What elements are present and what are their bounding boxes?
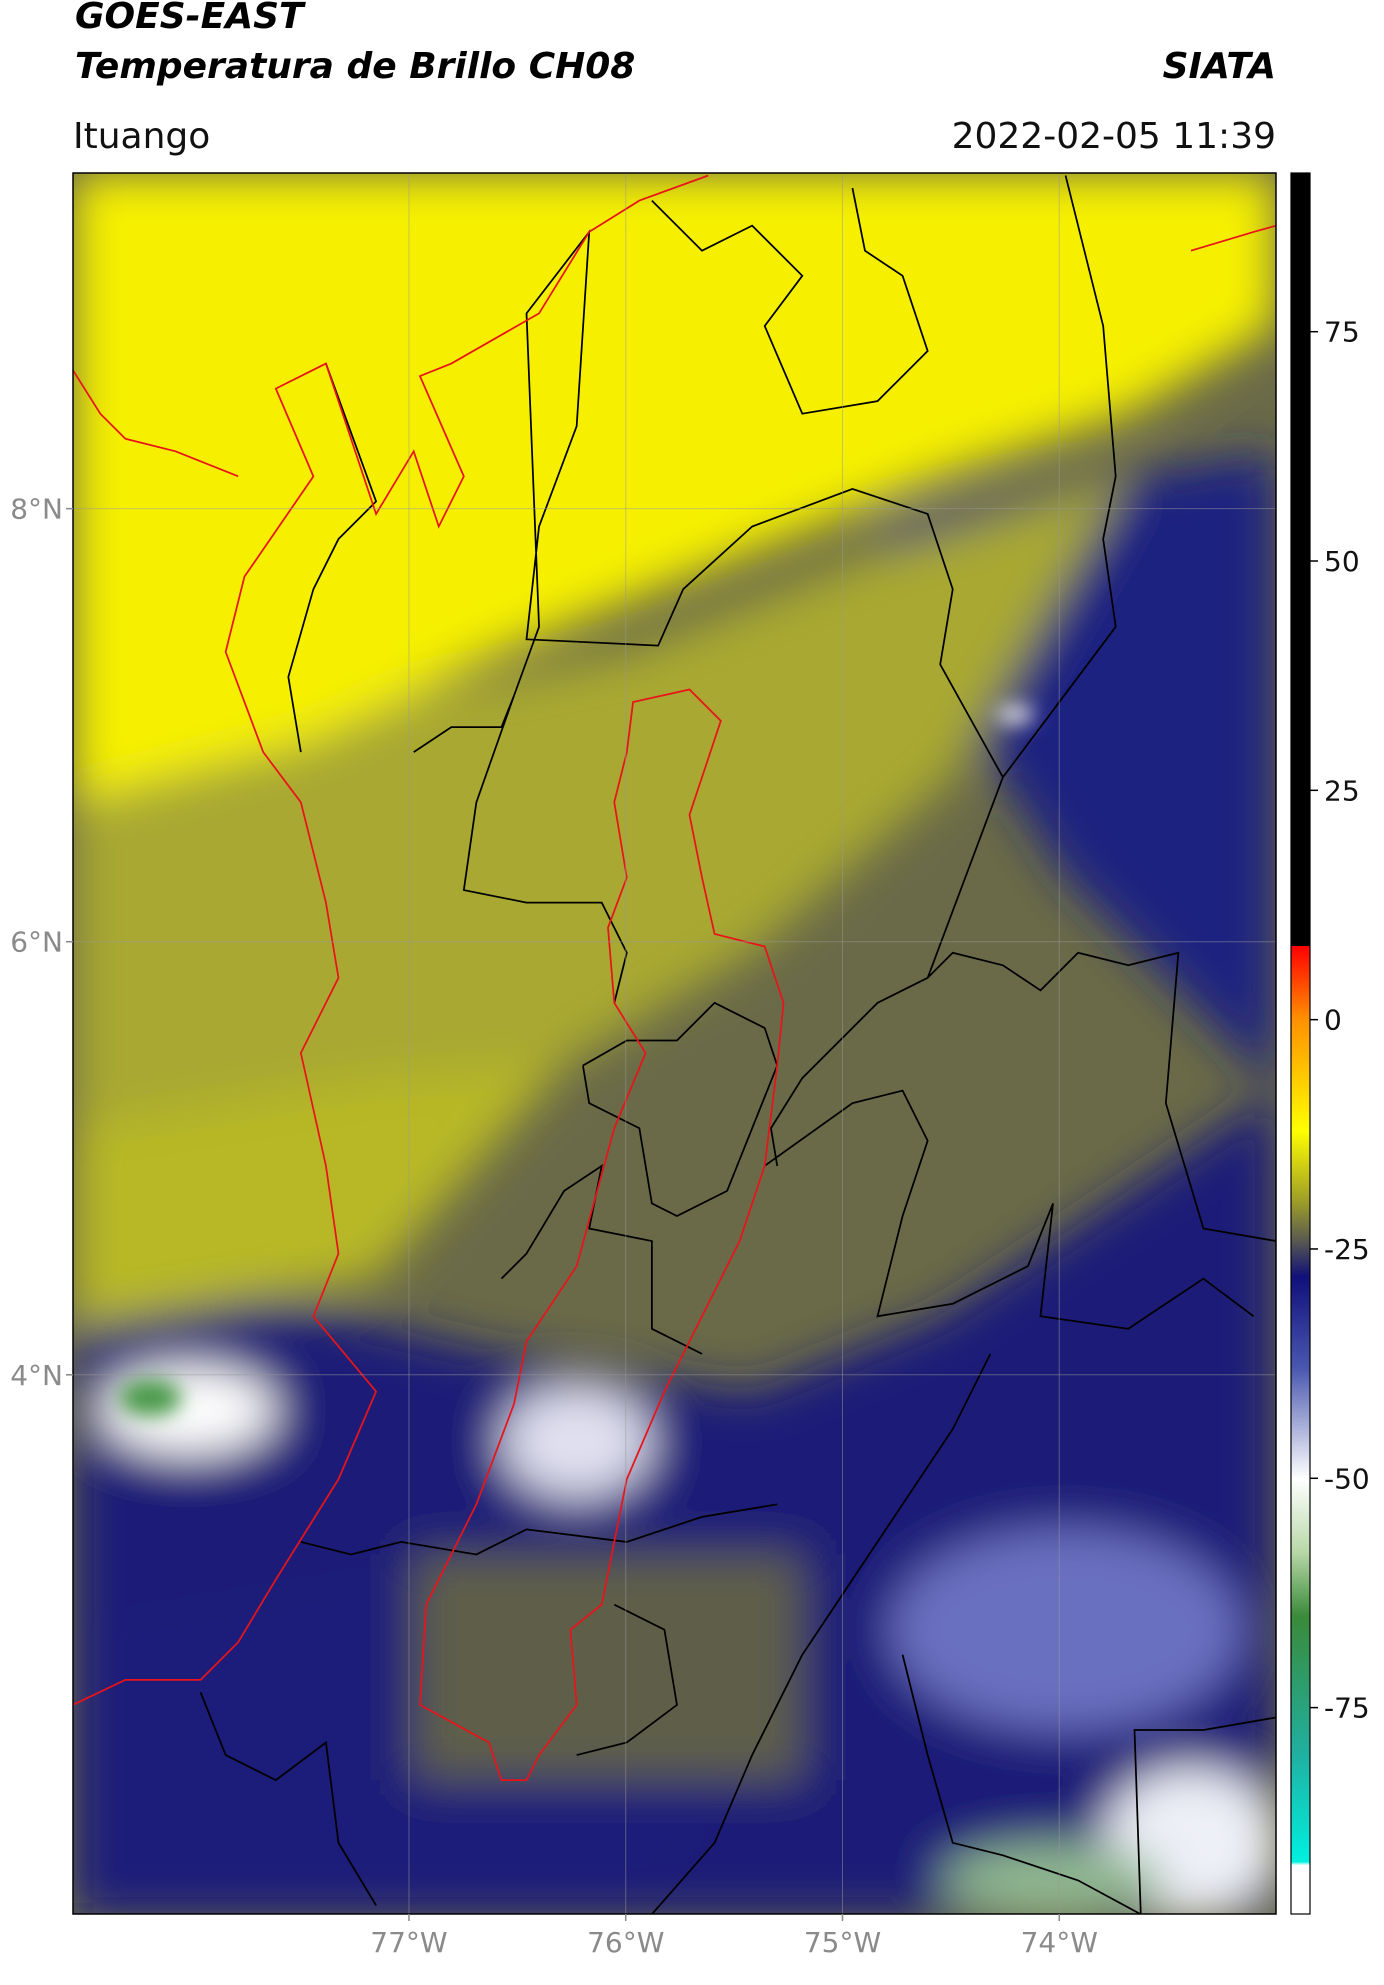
colorbar-label: 75 (1324, 316, 1360, 349)
colorbar-label: -50 (1324, 1462, 1370, 1495)
colorbar-label: -25 (1324, 1233, 1370, 1266)
map-frame (72, 172, 1277, 1915)
source: SIATA (1163, 46, 1276, 87)
subtitle: Temperatura de Brillo CH08 (75, 46, 635, 87)
title: GOES-EAST (75, 0, 306, 37)
x-tick-label: 77°W (370, 1926, 447, 1959)
location: Ituango (73, 116, 210, 157)
colorbar-label: -75 (1324, 1692, 1370, 1725)
x-tick-label: 76°W (587, 1926, 664, 1959)
colorbar-label: 0 (1324, 1004, 1342, 1037)
satellite-image (73, 173, 1276, 1914)
y-tick-label: 6°N (10, 926, 63, 959)
colorbar-label: 50 (1324, 545, 1360, 578)
colorbar-label: 25 (1324, 774, 1360, 807)
x-tick-label: 74°W (1021, 1926, 1098, 1959)
y-tick-label: 4°N (10, 1359, 63, 1392)
datetime: 2022-02-05 11:39 (952, 116, 1276, 157)
colorbar (1290, 172, 1311, 1915)
y-tick-label: 8°N (10, 493, 63, 526)
x-tick-label: 75°W (804, 1926, 881, 1959)
